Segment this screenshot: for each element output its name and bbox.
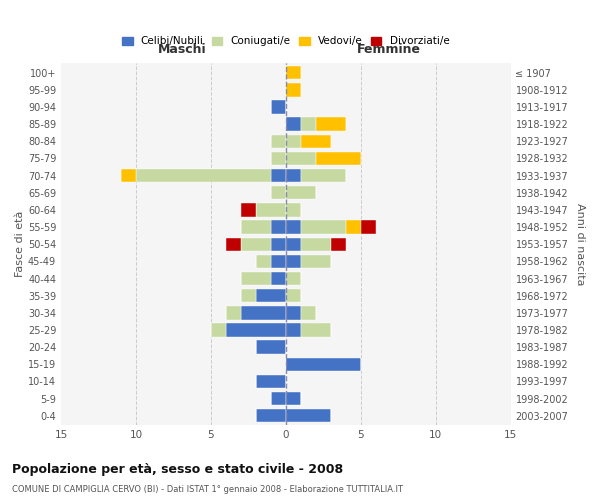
Bar bbox=[286, 118, 301, 131]
Bar bbox=[271, 134, 286, 148]
Bar bbox=[241, 203, 256, 216]
Bar bbox=[301, 220, 346, 234]
Bar bbox=[136, 169, 271, 182]
Bar bbox=[301, 169, 346, 182]
Bar bbox=[256, 203, 286, 216]
Bar bbox=[241, 289, 256, 302]
Bar bbox=[256, 374, 286, 388]
Bar bbox=[301, 134, 331, 148]
Bar bbox=[316, 152, 361, 165]
Bar bbox=[271, 100, 286, 114]
Bar bbox=[286, 238, 301, 251]
Bar bbox=[226, 324, 286, 336]
Text: Maschi: Maschi bbox=[158, 43, 207, 56]
Text: Femmine: Femmine bbox=[357, 43, 421, 56]
Bar bbox=[241, 272, 271, 285]
Bar bbox=[346, 220, 361, 234]
Bar bbox=[286, 66, 301, 80]
Bar bbox=[316, 118, 346, 131]
Bar bbox=[256, 340, 286, 354]
Bar bbox=[271, 152, 286, 165]
Y-axis label: Fasce di età: Fasce di età bbox=[15, 211, 25, 278]
Bar bbox=[286, 203, 301, 216]
Bar bbox=[271, 254, 286, 268]
Bar bbox=[286, 254, 301, 268]
Text: COMUNE DI CAMPIGLIA CERVO (BI) - Dati ISTAT 1° gennaio 2008 - Elaborazione TUTTI: COMUNE DI CAMPIGLIA CERVO (BI) - Dati IS… bbox=[12, 485, 403, 494]
Bar bbox=[286, 220, 301, 234]
Bar bbox=[286, 186, 316, 200]
Bar bbox=[286, 409, 331, 422]
Bar bbox=[271, 169, 286, 182]
Bar bbox=[301, 238, 331, 251]
Bar bbox=[331, 238, 346, 251]
Bar bbox=[271, 272, 286, 285]
Text: Popolazione per età, sesso e stato civile - 2008: Popolazione per età, sesso e stato civil… bbox=[12, 462, 343, 475]
Bar bbox=[211, 324, 226, 336]
Bar bbox=[271, 238, 286, 251]
Bar bbox=[286, 152, 316, 165]
Bar bbox=[226, 306, 241, 320]
Bar bbox=[121, 169, 136, 182]
Bar bbox=[286, 324, 301, 336]
Bar bbox=[286, 169, 301, 182]
Bar bbox=[286, 306, 301, 320]
Bar bbox=[286, 392, 301, 405]
Bar bbox=[271, 392, 286, 405]
Bar bbox=[241, 306, 286, 320]
Bar bbox=[241, 220, 271, 234]
Y-axis label: Anni di nascita: Anni di nascita bbox=[575, 203, 585, 285]
Bar bbox=[301, 254, 331, 268]
Bar bbox=[271, 220, 286, 234]
Bar bbox=[256, 289, 286, 302]
Bar bbox=[256, 254, 271, 268]
Bar bbox=[286, 358, 361, 371]
Bar bbox=[361, 220, 376, 234]
Bar bbox=[226, 238, 241, 251]
Bar bbox=[301, 118, 316, 131]
Bar bbox=[256, 409, 286, 422]
Bar bbox=[286, 83, 301, 96]
Bar bbox=[241, 238, 271, 251]
Legend: Celibi/Nubili, Coniugati/e, Vedovi/e, Divorziati/e: Celibi/Nubili, Coniugati/e, Vedovi/e, Di… bbox=[118, 32, 454, 50]
Bar bbox=[286, 272, 301, 285]
Bar bbox=[286, 134, 301, 148]
Bar bbox=[271, 186, 286, 200]
Bar bbox=[301, 324, 331, 336]
Bar bbox=[286, 289, 301, 302]
Bar bbox=[301, 306, 316, 320]
